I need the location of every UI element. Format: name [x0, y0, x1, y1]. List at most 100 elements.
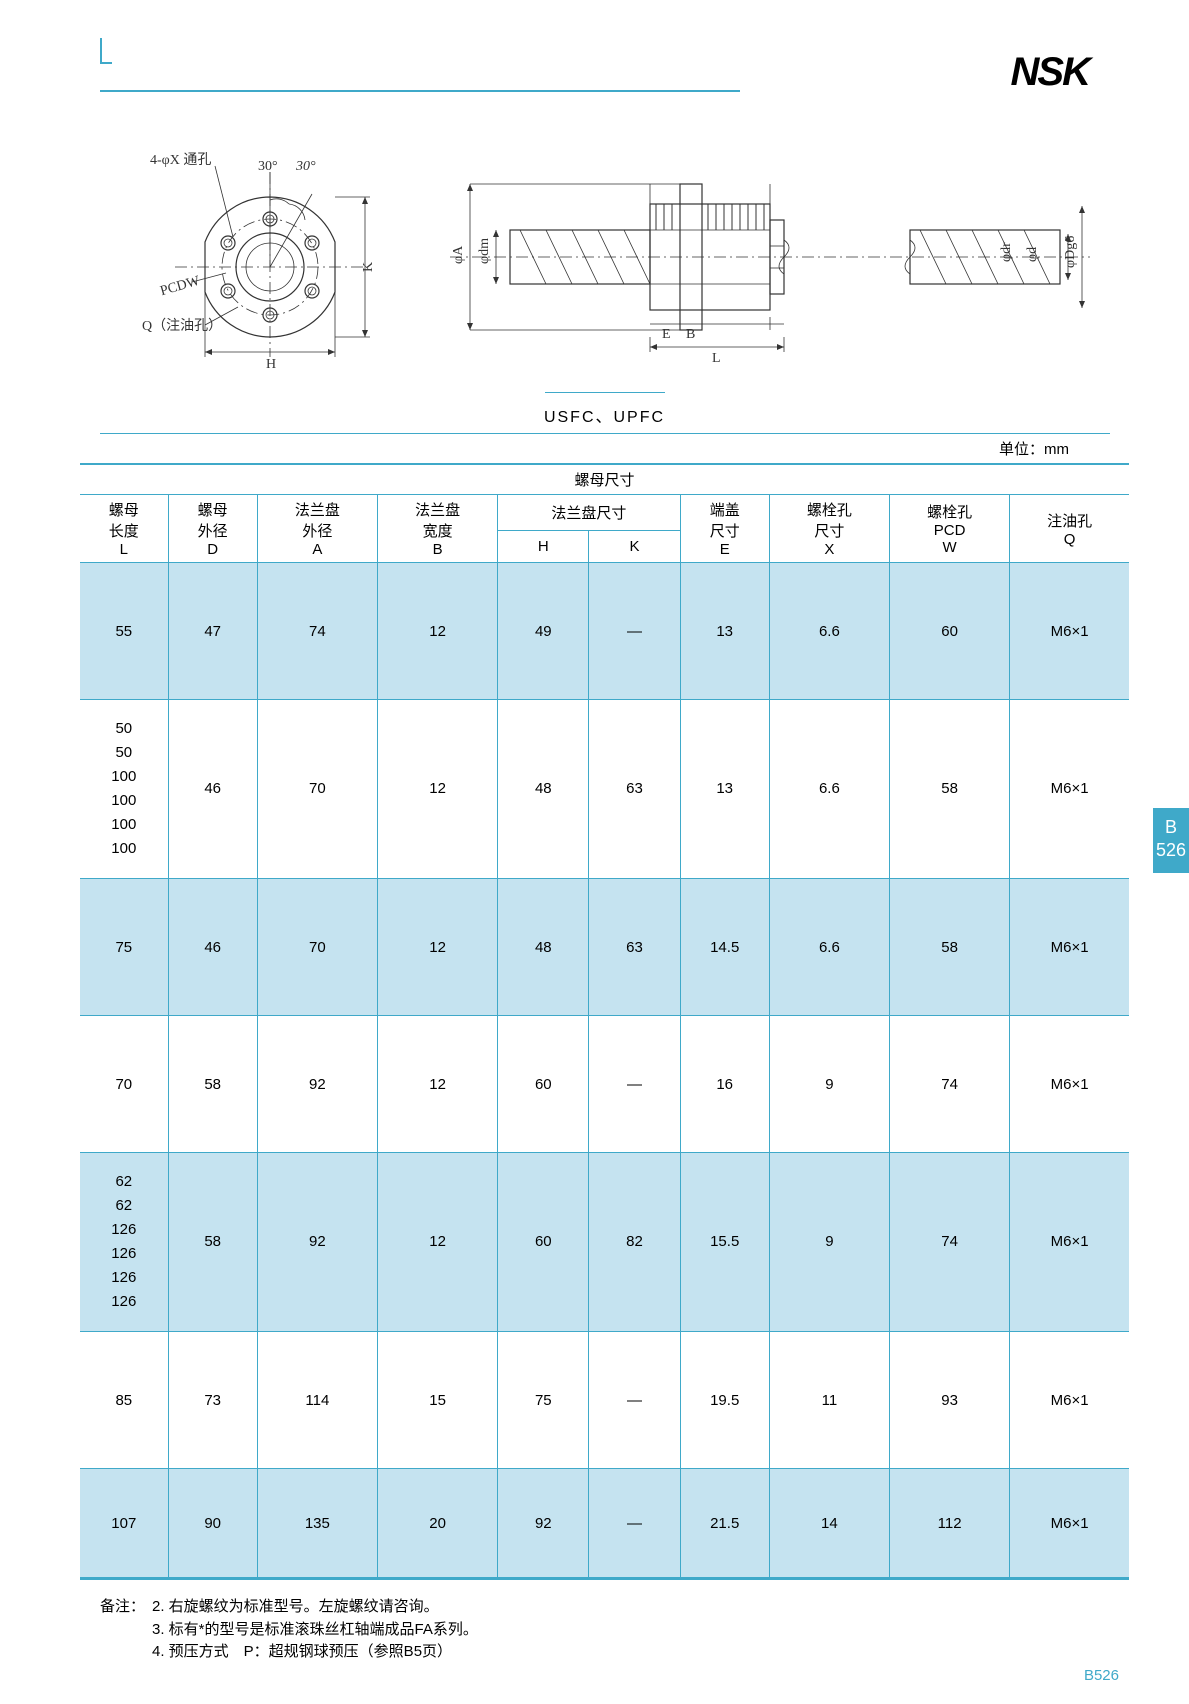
table-cell: 58 [168, 1016, 257, 1153]
page-number: B526 [1084, 1667, 1119, 1684]
table-cell: 135 [257, 1469, 377, 1578]
table-row: 107901352092—21.514112M6×1 [80, 1469, 1129, 1578]
label-E: E [662, 327, 671, 342]
table-cell: M6×1 [1010, 879, 1129, 1016]
table-row: 50501001001001004670124863136.658M6×1 [80, 700, 1129, 879]
table-cell: M6×1 [1010, 1016, 1129, 1153]
side-tab-line1: B [1165, 817, 1177, 837]
table-row: 5547741249—136.660M6×1 [80, 563, 1129, 700]
col-flange-subgroup: 法兰盘尺寸 [498, 495, 680, 531]
table-cell: 48 [498, 879, 589, 1016]
table-cell: 6.6 [769, 700, 889, 879]
col-L-head: 螺母 长度 L [80, 495, 168, 563]
col-B-head: 法兰盘 宽度 B [377, 495, 497, 563]
table-cell: 46 [168, 879, 257, 1016]
label-L: L [712, 351, 721, 366]
table-cell: 70 [257, 879, 377, 1016]
table-cell: 12 [377, 700, 497, 879]
header-corner [100, 38, 112, 64]
notes-block: 备注：2. 右旋螺纹为标准型号。左旋螺纹请咨询。 3. 标有*的型号是标准滚珠丝… [80, 1596, 1129, 1664]
table-cell: 55 [80, 563, 168, 700]
label-phiA: φA [451, 245, 466, 264]
table-cell: 11 [769, 1332, 889, 1469]
table-cell: 74 [890, 1016, 1010, 1153]
table-cell: 5050100100100100 [80, 700, 168, 879]
table-cell: 107 [80, 1469, 168, 1578]
table-cell: 14.5 [680, 879, 769, 1016]
table-cell: M6×1 [1010, 1469, 1129, 1578]
table-cell: 75 [498, 1332, 589, 1469]
group-header: 螺母尺寸 [80, 465, 1129, 495]
table-cell: 46 [168, 700, 257, 879]
table-cell: 112 [890, 1469, 1010, 1578]
table-cell: 15.5 [680, 1153, 769, 1332]
table-cell: 60 [890, 563, 1010, 700]
label-pcd: PCDW [159, 273, 203, 299]
side-tab-line2: 526 [1156, 840, 1186, 860]
table-cell: 58 [890, 700, 1010, 879]
table-cell: 9 [769, 1016, 889, 1153]
table-row: 75467012486314.56.658M6×1 [80, 879, 1129, 1016]
col-D-head: 螺母 外径 D [168, 495, 257, 563]
label-phiDg6: φDg6 [1063, 236, 1078, 268]
table-cell: 48 [498, 700, 589, 879]
table-cell: 74 [890, 1153, 1010, 1332]
note-3: 3. 标有*的型号是标准滚珠丝杠轴端成品FA系列。 [152, 1621, 478, 1638]
technical-diagrams: 4-φX 通孔 30° 30° PCDW Q（注油孔） H K [80, 142, 1129, 372]
table-cell: — [589, 1332, 680, 1469]
table-cell: 6262126126126126 [80, 1153, 168, 1332]
table-cell: 92 [257, 1153, 377, 1332]
col-K-head: K [589, 531, 680, 563]
table-cell: M6×1 [1010, 700, 1129, 879]
table-cell: 6.6 [769, 563, 889, 700]
table-cell: 75 [80, 879, 168, 1016]
table-cell: 47 [168, 563, 257, 700]
col-A-head: 法兰盘 外径 A [257, 495, 377, 563]
table-cell: 92 [257, 1016, 377, 1153]
table-cell: 12 [377, 1153, 497, 1332]
table-row: 85731141575—19.51193M6×1 [80, 1332, 1129, 1469]
table-cell: 60 [498, 1153, 589, 1332]
table-cell: 114 [257, 1332, 377, 1469]
table-cell: M6×1 [1010, 563, 1129, 700]
table-cell: 63 [589, 700, 680, 879]
table-cell: 93 [890, 1332, 1010, 1469]
table-cell: 12 [377, 879, 497, 1016]
table-cell: 63 [589, 879, 680, 1016]
col-E-head: 端盖 尺寸 E [680, 495, 769, 563]
table-cell: 13 [680, 700, 769, 879]
table-cell: 16 [680, 1016, 769, 1153]
table-cell: 15 [377, 1332, 497, 1469]
label-H: H [266, 357, 276, 372]
col-H-head: H [498, 531, 589, 563]
table-cell: 82 [589, 1153, 680, 1332]
table-row: 7058921260—16974M6×1 [80, 1016, 1129, 1153]
table-cell: 13 [680, 563, 769, 700]
label-B: B [686, 327, 695, 342]
table-cell: 92 [498, 1469, 589, 1578]
model-rule-bottom [100, 433, 1110, 434]
table-cell: 9 [769, 1153, 889, 1332]
table-cell: — [589, 1469, 680, 1578]
label-oil-hole: Q（注油孔） [142, 318, 222, 334]
table-cell: M6×1 [1010, 1332, 1129, 1469]
table-cell: 19.5 [680, 1332, 769, 1469]
spec-table: 螺母尺寸 螺母 长度 L 螺母 外径 D 法兰盘 外径 [80, 465, 1129, 1578]
label-phid: φd [1025, 247, 1040, 262]
table-cell: 58 [168, 1153, 257, 1332]
table-cell: 70 [80, 1016, 168, 1153]
note-4: 4. 预压方式 P：超规钢球预压（参照B5页） [152, 1643, 452, 1660]
table-cell: 74 [257, 563, 377, 700]
side-tab: B 526 [1153, 808, 1189, 873]
label-angle1: 30° [258, 159, 278, 174]
units-label: 单位：mm [80, 438, 1129, 459]
notes-label: 备注： [100, 1596, 152, 1619]
table-cell: 85 [80, 1332, 168, 1469]
diagram-front-view: 4-φX 通孔 30° 30° PCDW Q（注油孔） H K [120, 142, 420, 372]
model-rule-top [545, 392, 665, 393]
brand-logo: NSK [1011, 50, 1089, 95]
label-K: K [361, 262, 376, 272]
table-cell: 49 [498, 563, 589, 700]
model-label: USFC、UPFC [80, 403, 1129, 427]
spec-table-wrap: 螺母尺寸 螺母 长度 L 螺母 外径 D 法兰盘 外径 [80, 463, 1129, 1580]
